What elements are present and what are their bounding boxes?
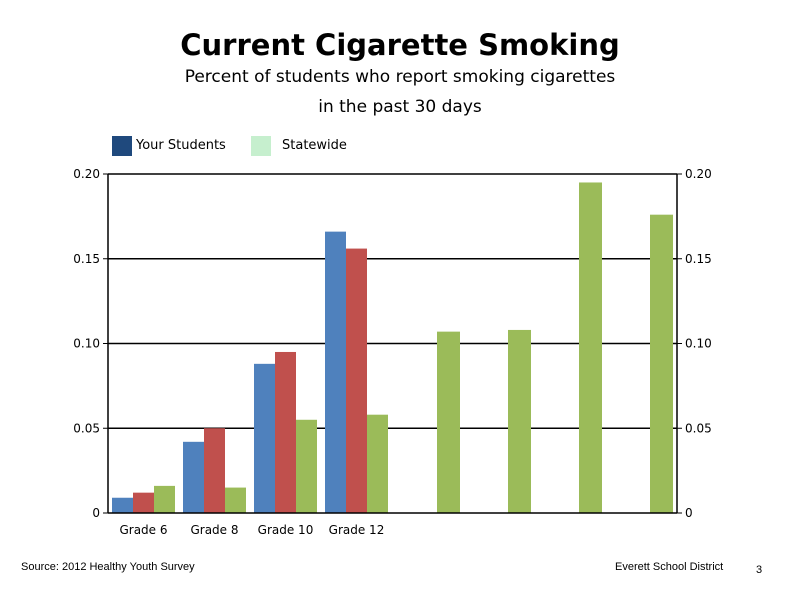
bar <box>254 363 275 513</box>
bar <box>275 351 296 513</box>
bar <box>367 414 388 513</box>
page-number: 3 <box>756 564 763 576</box>
chart-title: Current Cigarette Smoking <box>180 28 620 62</box>
bar <box>204 428 225 513</box>
y-tick-label-left: 0 <box>92 506 100 520</box>
bar <box>346 248 367 513</box>
y-tick-label-left: 0.20 <box>73 167 100 181</box>
bar <box>296 419 317 513</box>
bar <box>133 492 154 513</box>
y-tick-label-right: 0.20 <box>685 167 712 181</box>
legend-item-statewide: Statewide <box>251 136 347 156</box>
bar <box>650 214 673 513</box>
y-tick-label-right: 0.10 <box>685 337 712 351</box>
bar <box>437 331 460 513</box>
bar <box>154 485 175 513</box>
y-tick-label-left: 0.10 <box>73 337 100 351</box>
chart-subtitle-line1: Percent of students who report smoking c… <box>184 67 616 87</box>
bar <box>183 441 204 513</box>
legend-item-your-students: Your Students <box>112 136 226 156</box>
chart-subtitle-line2: in the past 30 days <box>318 97 482 117</box>
legend-label-your-students: Your Students <box>136 138 226 153</box>
x-tick-label: Grade 10 <box>258 523 314 537</box>
y-tick-label-right: 0.05 <box>685 421 712 435</box>
legend-label-statewide: Statewide <box>282 138 347 153</box>
x-tick-label: Grade 12 <box>329 523 385 537</box>
bar <box>325 231 346 513</box>
y-tick-label-left: 0.05 <box>73 421 100 435</box>
organization-name: Everett School District <box>615 561 724 573</box>
source-note: Source: 2012 Healthy Youth Survey <box>21 561 195 573</box>
y-tick-label-right: 0.15 <box>685 252 712 266</box>
legend-swatch-your-students <box>112 136 132 156</box>
x-tick-label: Grade 6 <box>119 523 167 537</box>
y-tick-label-left: 0.15 <box>73 252 100 266</box>
y-tick-label-right: 0 <box>685 506 693 520</box>
bar <box>579 182 602 513</box>
bar <box>112 497 133 513</box>
bar <box>225 487 246 513</box>
bar <box>508 329 531 513</box>
x-tick-label: Grade 8 <box>190 523 238 537</box>
legend-swatch-statewide <box>251 136 271 156</box>
